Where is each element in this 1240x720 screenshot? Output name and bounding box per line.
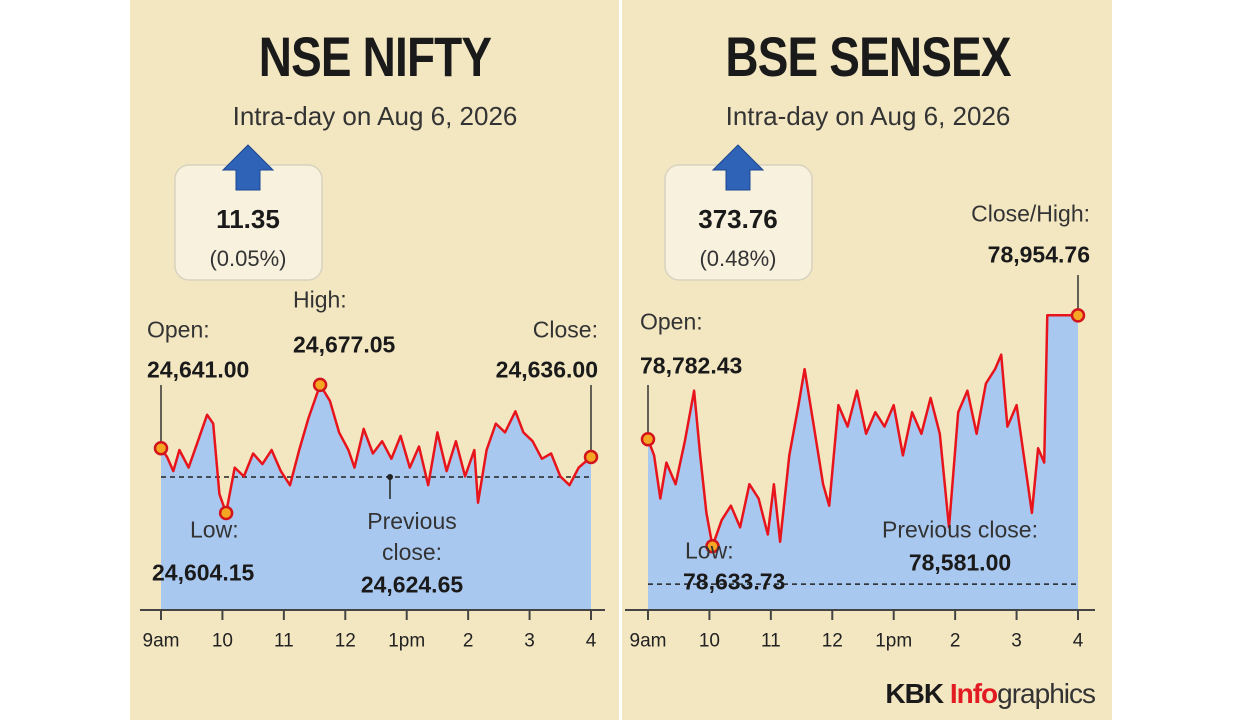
chart-title: BSE SENSEX [725, 25, 1011, 88]
series-line [159, 383, 592, 515]
marker-label: Close/High: [971, 200, 1090, 227]
area [161, 384, 591, 610]
marker-label: High: [293, 286, 347, 313]
chart-subtitle: Intra-day on Aug 6, 2026 [232, 101, 518, 131]
marker [583, 449, 599, 465]
marker-value: 24,641.00 [147, 356, 250, 383]
x-tick-label: 2 [462, 630, 474, 652]
x-tick-label: 9am [629, 630, 667, 652]
divider [619, 0, 622, 720]
reference-pin-dot [387, 473, 393, 480]
area [648, 315, 1078, 610]
x-tick-label: 2 [949, 630, 961, 652]
marker [1070, 308, 1086, 323]
reference-value: 78,581.00 [908, 549, 1012, 576]
marker-value: 24,604.15 [152, 559, 255, 586]
marker-label: Close: [532, 316, 598, 343]
marker-value: 78,633.73 [683, 568, 786, 595]
series-line [646, 314, 1078, 548]
x-tick-label: 12 [334, 630, 356, 652]
up-arrow [221, 144, 275, 191]
x-tick-label: 3 [1011, 630, 1022, 652]
x-tick-label: 9am [142, 630, 180, 652]
marker [705, 538, 720, 554]
up-arrow [711, 144, 765, 191]
credit-part: Info [949, 678, 998, 709]
chart-title: NSE NIFTY [258, 25, 492, 88]
reference-label: Previous close: [367, 508, 457, 565]
x-tick-label: 1pm [388, 630, 426, 652]
marker [153, 440, 169, 456]
x-tick-label: 4 [585, 630, 597, 652]
marker-label: Low: [190, 516, 239, 543]
marker [640, 432, 656, 447]
marker-value: 24,636.00 [495, 356, 598, 383]
marker [312, 377, 328, 393]
x-tick-label: 11 [273, 630, 294, 652]
x-tick-label: 11 [760, 630, 781, 652]
credit-brand: KBK [885, 678, 944, 709]
x-tick-label: 4 [1072, 630, 1084, 652]
change-value: 11.35 [216, 204, 280, 234]
reference-label: Previous close: [882, 516, 1038, 543]
x-tick-label: 3 [524, 630, 535, 652]
x-tick-label: 12 [821, 630, 843, 652]
x-tick-label: 1pm [875, 630, 913, 652]
marker-label: Low: [685, 537, 734, 564]
x-tick-label: 10 [698, 630, 720, 652]
change-percent: (0.05%) [209, 246, 287, 271]
marker-value: 78,782.43 [640, 352, 743, 379]
credit-part: graphics [997, 678, 1096, 709]
chart-subtitle: Intra-day on Aug 6, 2026 [725, 101, 1011, 131]
change-value: 373.76 [698, 204, 778, 234]
marker-label: Open: [147, 316, 210, 343]
marker-label: Open: [640, 308, 703, 335]
change-percent: (0.48%) [699, 246, 777, 271]
credit: KBK Infographics [885, 678, 1096, 710]
marker-value: 78,954.76 [987, 241, 1090, 268]
reference-value: 24,624.65 [360, 571, 464, 598]
marker [218, 505, 234, 521]
x-tick-label: 10 [211, 630, 233, 652]
marker-value: 24,677.05 [293, 331, 396, 358]
